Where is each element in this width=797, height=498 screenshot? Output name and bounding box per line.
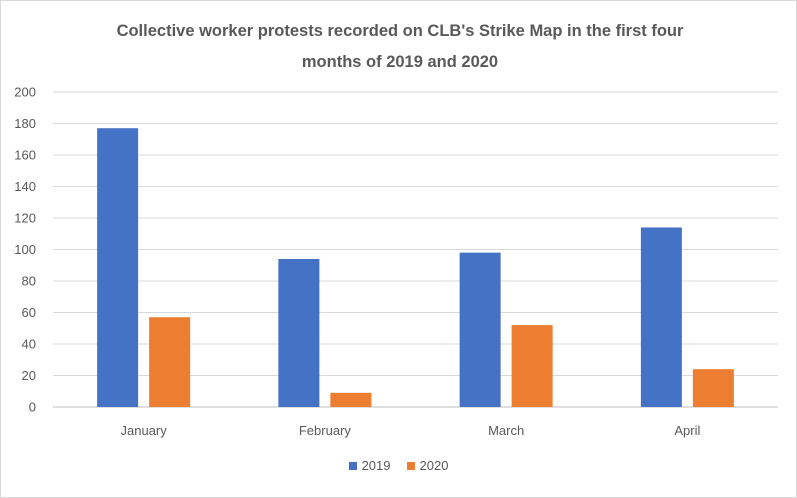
- legend: 2019 2020: [0, 458, 797, 473]
- chart-title: Collective worker protests recorded on C…: [60, 16, 740, 78]
- bar-2020-january: [149, 317, 191, 407]
- bar-2019-march: [459, 252, 501, 407]
- bar-2019-april: [640, 227, 682, 407]
- chart-title-line-2: months of 2019 and 2020: [301, 53, 499, 71]
- bar-2019-february: [278, 258, 320, 407]
- y-tick-label-40: 40: [22, 337, 36, 352]
- y-tick-label-80: 80: [22, 274, 36, 289]
- y-axis-ticks: 0 20 40 60 80 100 120 140 160 180 200: [14, 85, 36, 415]
- y-tick-label-180: 180: [14, 116, 36, 131]
- x-category-label-january: January: [121, 423, 168, 438]
- chart-title-line-1: Collective worker protests recorded on C…: [116, 22, 684, 40]
- legend-item-2019: 2019: [348, 458, 391, 473]
- bar-2020-march: [511, 325, 553, 407]
- y-tick-label-200: 200: [14, 85, 36, 100]
- y-tick-label-100: 100: [14, 242, 36, 257]
- y-tick-label-120: 120: [14, 211, 36, 226]
- y-tick-label-60: 60: [22, 305, 36, 320]
- bars: [97, 128, 734, 407]
- x-category-label-march: March: [488, 423, 524, 438]
- x-category-label-april: April: [674, 423, 700, 438]
- category-labels: January February March April: [121, 423, 701, 438]
- legend-swatch-2019: [348, 461, 357, 470]
- x-category-label-february: February: [299, 423, 352, 438]
- bar-2020-april: [692, 369, 734, 407]
- y-tick-label-0: 0: [29, 400, 36, 415]
- bar-2020-february: [330, 392, 372, 407]
- y-tick-label-160: 160: [14, 148, 36, 163]
- y-tick-label-140: 140: [14, 179, 36, 194]
- legend-swatch-2020: [406, 461, 415, 470]
- bar-2019-january: [97, 128, 139, 407]
- legend-label-2019: 2019: [361, 458, 391, 473]
- legend-item-2020: 2020: [406, 458, 449, 473]
- y-tick-label-20: 20: [22, 368, 36, 383]
- legend-label-2020: 2020: [419, 458, 449, 473]
